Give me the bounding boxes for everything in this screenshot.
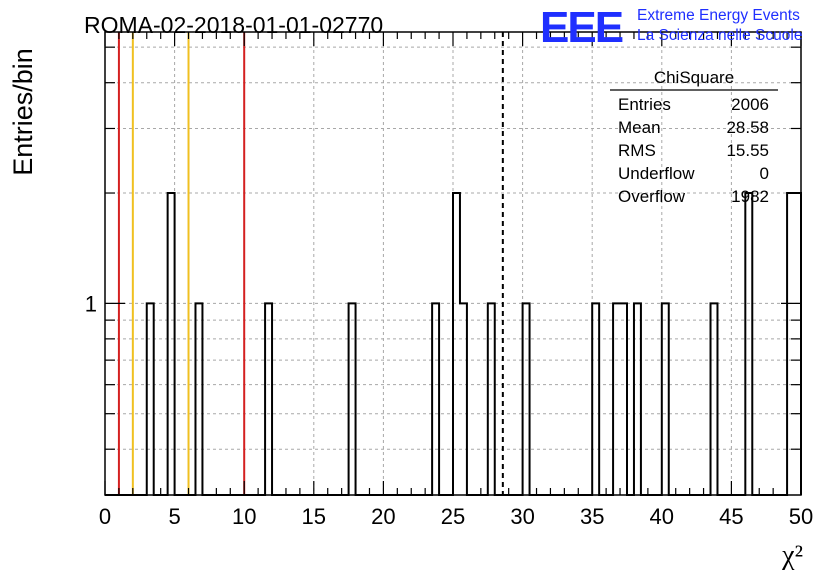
- x-tick-label: 15: [302, 504, 326, 529]
- x-tick-label: 40: [650, 504, 674, 529]
- x-axis-label: χ²: [781, 540, 803, 571]
- stats-row-value: 28.58: [726, 118, 769, 137]
- stats-box: ChiSquare Entries 2006 Mean 28.58 RMS 15.55 Un…: [610, 68, 778, 206]
- x-tick-label: 5: [168, 504, 180, 529]
- stats-row-value: 2006: [731, 95, 769, 114]
- x-tick-label: 50: [789, 504, 813, 529]
- x-tick-label: 20: [371, 504, 395, 529]
- stats-box-rows: Entries 2006 Mean 28.58 RMS 15.55 Underflow 0 Ov…: [618, 95, 769, 206]
- stats-row-label: Entries: [618, 95, 671, 114]
- reference-lines: [117, 32, 504, 495]
- x-tick-label: 30: [510, 504, 534, 529]
- x-tick-label: 25: [441, 504, 465, 529]
- x-tick-label: 10: [232, 504, 256, 529]
- logo-mark: EEE: [540, 3, 623, 52]
- y-axis-label: Entries/bin: [8, 48, 38, 176]
- chart-title: ROMA-02-2018-01-01-02770: [84, 12, 383, 38]
- stats-box-title: ChiSquare: [654, 68, 734, 87]
- x-tick-label: 45: [719, 504, 743, 529]
- axis-ticks: 0 5 10 15 20 25 30 35 40 45 50 1: [85, 32, 813, 529]
- logo-line-2: La Scienza nelle Scuole: [637, 27, 802, 44]
- eee-logo: EEE Extreme Energy Events La Scienza nel…: [540, 3, 802, 52]
- stats-row-value: 1982: [731, 187, 769, 206]
- stats-row-value: 15.55: [726, 141, 769, 160]
- y-tick-label: 1: [85, 291, 97, 316]
- stats-row-label: RMS: [618, 141, 656, 160]
- stats-row-label: Underflow: [618, 164, 695, 183]
- stats-row-label: Mean: [618, 118, 661, 137]
- stats-row-label: Overflow: [618, 187, 686, 206]
- x-tick-label: 0: [99, 504, 111, 529]
- logo-line-1: Extreme Energy Events: [637, 7, 800, 24]
- stats-row-value: 0: [760, 164, 769, 183]
- x-tick-label: 35: [580, 504, 604, 529]
